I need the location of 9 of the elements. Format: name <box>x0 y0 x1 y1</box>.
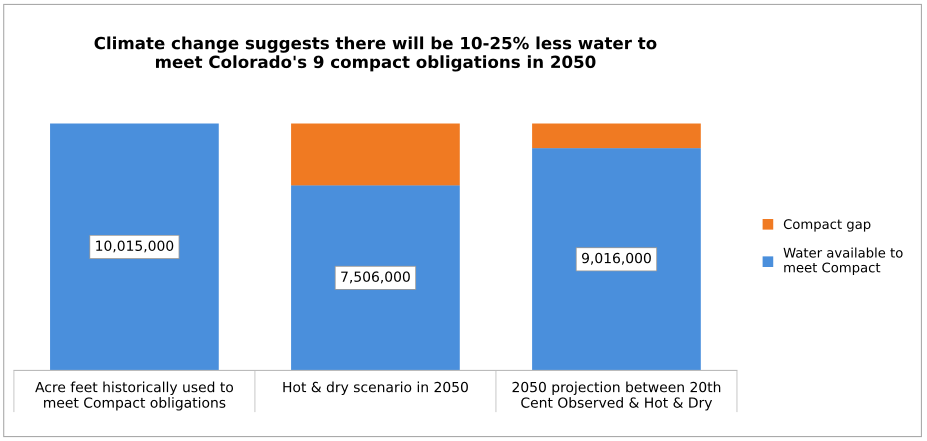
data-label: 7,506,000 <box>341 271 410 284</box>
x-tick-label: Hot & dry scenario in 2050 <box>283 382 468 395</box>
x-tick-label: Acre feet historically used to meet Compact obligations <box>35 382 234 411</box>
legend-label: Water available to meet Compact <box>784 247 903 276</box>
chart-title: Climate change suggests there will be 10-25% less water to meet Colorado's 9 compact obligations in 2050 <box>94 36 656 72</box>
data-label: 9,016,000 <box>582 252 651 265</box>
x-tick-label: 2050 projection between 20th Cent Observed & Hot & Dry <box>512 382 720 411</box>
legend-label: Compact gap <box>784 219 870 232</box>
data-label: 10,015,000 <box>96 240 174 252</box>
